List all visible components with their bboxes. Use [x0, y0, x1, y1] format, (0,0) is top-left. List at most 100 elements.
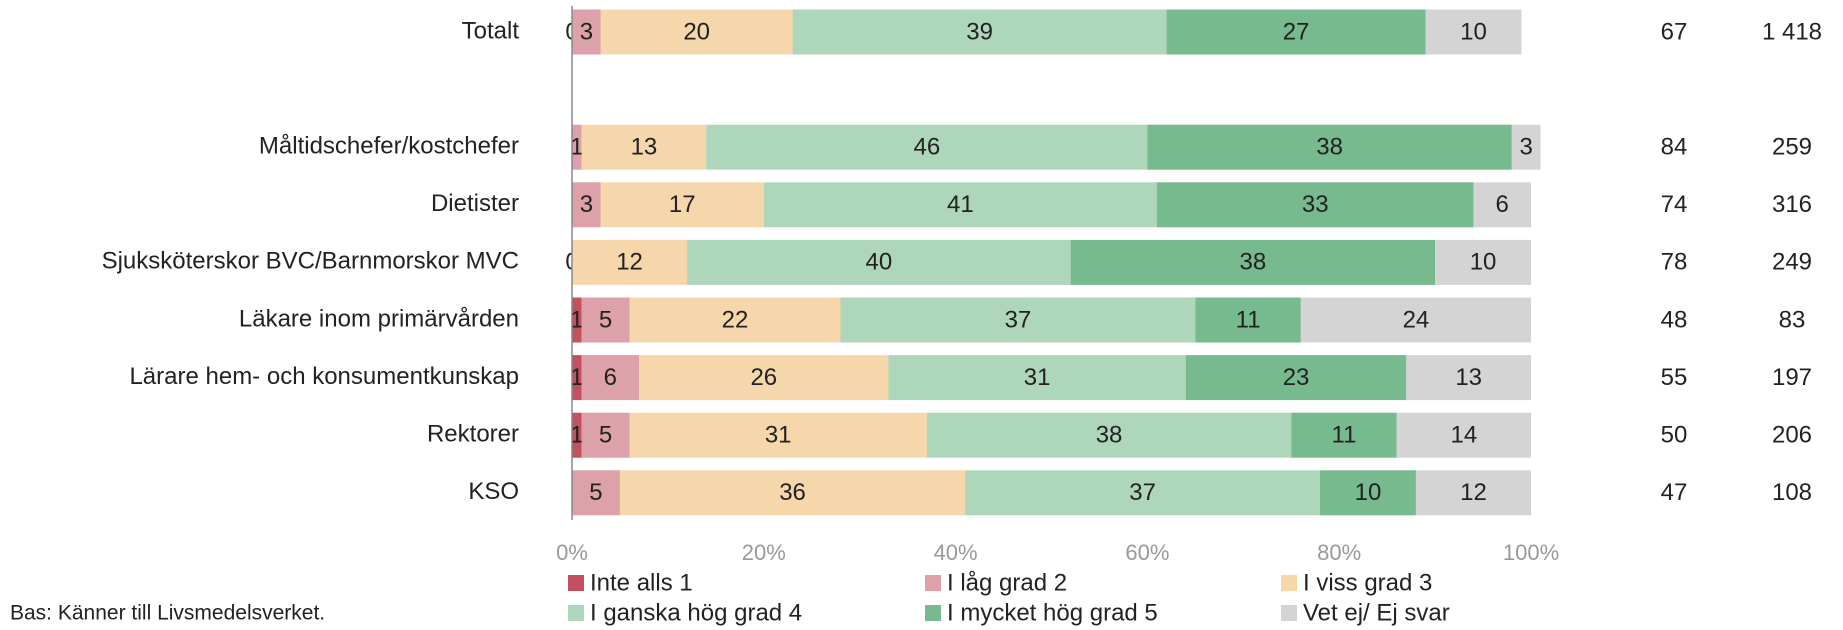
- category-label: Läkare inom primärvården: [239, 305, 519, 332]
- x-tick-label: 40%: [934, 540, 978, 565]
- data-label: 38: [1240, 249, 1267, 276]
- column-value: 55: [1661, 364, 1688, 391]
- data-label: 17: [669, 191, 696, 218]
- data-label: 24: [1403, 306, 1430, 333]
- bar-segment: [888, 355, 1186, 401]
- column-value: 84: [1661, 134, 1688, 161]
- column-value: 48: [1661, 306, 1688, 333]
- bar-segment: [1396, 412, 1531, 458]
- bar-segment: [1425, 9, 1522, 55]
- x-tick-label: 0%: [556, 540, 588, 565]
- bar-segment: [1415, 470, 1531, 516]
- data-label: 12: [1460, 479, 1487, 506]
- bar-segment: [1147, 124, 1512, 170]
- data-label: 31: [765, 422, 792, 449]
- bar-segment: [600, 182, 764, 228]
- column-value: 47: [1661, 479, 1688, 506]
- column-value: 1 418: [1762, 18, 1822, 45]
- data-label: 22: [722, 306, 749, 333]
- category-label: Rektorer: [427, 421, 519, 448]
- bar-segment: [572, 355, 582, 401]
- data-label: 38: [1096, 422, 1123, 449]
- data-label: 1: [570, 134, 583, 161]
- category-label: KSO: [468, 478, 519, 505]
- data-label: 13: [1455, 364, 1482, 391]
- column-value: 108: [1772, 479, 1812, 506]
- column-value: 50: [1661, 422, 1688, 449]
- footnote: Bas: Känner till Livsmedelsverket.: [10, 602, 325, 625]
- bar-segment: [581, 355, 640, 401]
- bar-segment: [619, 470, 966, 516]
- legend-label: Vet ej/ Ej svar: [1303, 599, 1450, 626]
- bar-segment: [687, 239, 1071, 285]
- x-tick-label: 80%: [1317, 540, 1361, 565]
- data-label: 14: [1451, 422, 1478, 449]
- x-tick-label: 20%: [742, 540, 786, 565]
- data-label: 12: [616, 249, 643, 276]
- data-label: 37: [1129, 479, 1156, 506]
- bar-segment: [1320, 470, 1416, 516]
- data-label: 31: [1024, 364, 1051, 391]
- data-label: 1: [570, 364, 583, 391]
- category-label: Lärare hem- och konsumentkunskap: [129, 363, 519, 390]
- bar-segment: [706, 124, 1148, 170]
- bar-segment: [792, 9, 1167, 55]
- x-tick-label: 60%: [1125, 540, 1169, 565]
- data-label: 40: [866, 249, 893, 276]
- category-label: Totalt: [462, 17, 520, 44]
- bar-segment: [1473, 182, 1531, 228]
- data-label: 41: [947, 191, 974, 218]
- data-label: 10: [1355, 479, 1382, 506]
- column-value: 259: [1772, 134, 1812, 161]
- column-value: 206: [1772, 422, 1812, 449]
- bar-segment: [1156, 182, 1474, 228]
- bar-segment: [1070, 239, 1436, 285]
- legend-label: Inte alls 1: [590, 569, 693, 596]
- data-label: 1: [570, 422, 583, 449]
- legend-label: I viss grad 3: [1303, 569, 1432, 596]
- column-value: 83: [1779, 306, 1806, 333]
- column-value: 316: [1772, 191, 1812, 218]
- data-label: 27: [1283, 18, 1310, 45]
- bar-segment: [1511, 124, 1541, 170]
- legend-swatch: [568, 605, 584, 621]
- data-label: 5: [599, 422, 612, 449]
- legend-swatch: [925, 605, 941, 621]
- column-value: 197: [1772, 364, 1812, 391]
- bar-segment: [581, 412, 630, 458]
- bar-segment: [840, 297, 1196, 343]
- data-label: 33: [1302, 191, 1329, 218]
- bar-segment: [572, 297, 582, 343]
- column-value: 78: [1661, 249, 1688, 276]
- data-label: 13: [631, 134, 658, 161]
- column-value: 249: [1772, 249, 1812, 276]
- bar-segment: [572, 412, 582, 458]
- bar-segment: [965, 470, 1321, 516]
- bar-segment: [1166, 9, 1426, 55]
- category-label: Måltidschefer/kostchefer: [259, 133, 519, 160]
- bar-segment: [1195, 297, 1301, 343]
- legend-label: I ganska hög grad 4: [590, 599, 802, 626]
- data-label: 11: [1332, 422, 1357, 449]
- bar-segment: [572, 239, 688, 285]
- bar-segment: [572, 470, 620, 516]
- data-label: 10: [1460, 18, 1487, 45]
- data-label: 39: [966, 18, 993, 45]
- data-label: 5: [599, 306, 612, 333]
- bar-segment: [926, 412, 1292, 458]
- bar-segment: [1435, 239, 1531, 285]
- data-label: 10: [1470, 249, 1497, 276]
- data-label: 46: [913, 134, 940, 161]
- bar-segment: [763, 182, 1157, 228]
- bar-segment: [1291, 412, 1397, 458]
- column-value: 74: [1661, 191, 1688, 218]
- bar-segment: [581, 297, 630, 343]
- bar-segment: [572, 182, 601, 228]
- x-tick-label: 100%: [1503, 540, 1559, 565]
- data-label: 6: [604, 364, 617, 391]
- bar-segment: [1300, 297, 1531, 343]
- data-label: 26: [750, 364, 777, 391]
- bar-segment: [581, 124, 707, 170]
- legend-label: I mycket hög grad 5: [947, 599, 1158, 626]
